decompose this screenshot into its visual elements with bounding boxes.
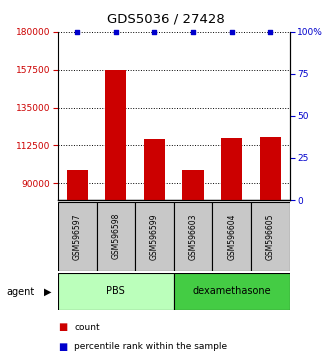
Bar xyxy=(105,70,126,200)
Point xyxy=(229,29,234,35)
Point xyxy=(152,29,157,35)
Point xyxy=(74,29,80,35)
Bar xyxy=(135,202,174,271)
Bar xyxy=(182,170,204,200)
Bar xyxy=(213,202,251,271)
Point xyxy=(190,29,196,35)
Point xyxy=(113,29,118,35)
Text: GSM596603: GSM596603 xyxy=(189,213,198,259)
Bar xyxy=(144,139,165,200)
Bar xyxy=(221,138,242,200)
Bar xyxy=(58,202,97,271)
Text: agent: agent xyxy=(7,287,35,297)
Bar xyxy=(58,273,174,310)
Bar xyxy=(97,202,135,271)
Text: ■: ■ xyxy=(58,322,67,332)
Text: percentile rank within the sample: percentile rank within the sample xyxy=(74,342,228,352)
Text: dexamethasone: dexamethasone xyxy=(192,286,271,296)
Bar xyxy=(251,202,290,271)
Text: PBS: PBS xyxy=(107,286,125,296)
Bar xyxy=(174,273,290,310)
Text: GSM596598: GSM596598 xyxy=(111,213,120,259)
Text: GSM596605: GSM596605 xyxy=(266,213,275,259)
Bar xyxy=(174,202,213,271)
Point xyxy=(268,29,273,35)
Text: GSM596597: GSM596597 xyxy=(73,213,82,259)
Text: GDS5036 / 27428: GDS5036 / 27428 xyxy=(107,12,224,25)
Text: count: count xyxy=(74,323,100,332)
Text: ▶: ▶ xyxy=(44,287,52,297)
Text: GSM596604: GSM596604 xyxy=(227,213,236,259)
Text: GSM596599: GSM596599 xyxy=(150,213,159,259)
Text: ■: ■ xyxy=(58,342,67,352)
Bar xyxy=(67,170,88,200)
Bar xyxy=(260,137,281,200)
